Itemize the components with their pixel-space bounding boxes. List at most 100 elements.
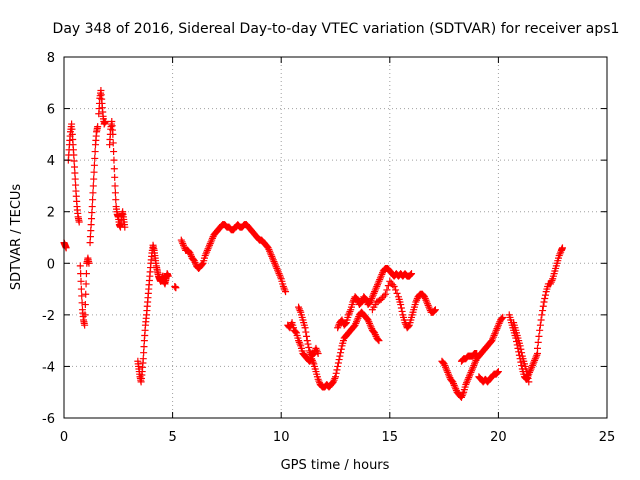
data-point	[412, 298, 420, 306]
data-point	[465, 372, 473, 380]
data-point	[333, 366, 341, 374]
data-point	[275, 270, 283, 278]
data-point	[376, 274, 384, 282]
data-point	[441, 362, 449, 370]
data-point	[337, 349, 345, 357]
data-point	[540, 298, 548, 306]
grid-lines	[64, 57, 607, 418]
data-point	[112, 196, 120, 204]
data-point	[539, 307, 547, 315]
data-point	[366, 321, 374, 329]
data-point	[539, 302, 547, 310]
data-point	[272, 263, 280, 271]
data-point	[390, 282, 398, 290]
y-tick-label: 8	[47, 51, 55, 66]
data-point	[351, 321, 359, 329]
data-point	[413, 296, 421, 304]
data-point	[353, 316, 361, 324]
data-point	[371, 286, 379, 294]
data-point	[530, 358, 538, 366]
data-point	[468, 367, 476, 375]
data-point	[78, 299, 86, 307]
data-point	[276, 273, 284, 281]
data-point	[329, 378, 337, 386]
data-point	[491, 330, 499, 338]
data-point	[443, 367, 451, 375]
data-point	[172, 284, 180, 292]
data-point	[305, 344, 313, 352]
data-point	[86, 239, 94, 247]
data-point	[266, 249, 274, 257]
data-point	[467, 368, 475, 376]
data-point	[81, 321, 89, 329]
data-point	[371, 288, 379, 296]
data-point	[201, 252, 209, 260]
data-point	[295, 338, 303, 346]
data-point	[342, 319, 350, 327]
data-point	[526, 367, 534, 375]
data-point	[110, 165, 118, 173]
data-point	[179, 240, 187, 248]
data-point	[190, 257, 198, 265]
data-point	[421, 295, 429, 303]
data-point	[547, 278, 555, 286]
data-point	[362, 295, 370, 303]
data-point	[292, 328, 300, 336]
data-point	[276, 271, 284, 279]
data-point	[336, 352, 344, 360]
data-point	[528, 363, 536, 371]
data-point	[271, 261, 279, 269]
data-point	[334, 359, 342, 367]
data-point	[373, 335, 381, 343]
y-tick-label: -2	[42, 309, 55, 324]
data-point	[517, 345, 525, 353]
data-point	[75, 218, 83, 226]
data-point	[274, 268, 282, 276]
data-point	[203, 246, 211, 254]
data-point	[525, 378, 533, 386]
data-point	[375, 337, 383, 345]
x-tick-label: 5	[168, 430, 176, 445]
data-point	[366, 319, 374, 327]
data-point	[536, 326, 544, 334]
data-point	[267, 251, 275, 259]
data-point	[268, 252, 276, 260]
data-point	[309, 358, 317, 366]
data-point	[341, 320, 349, 328]
data-point	[334, 324, 342, 332]
x-tick-label: 15	[382, 430, 399, 445]
data-point	[89, 196, 97, 204]
data-point	[88, 215, 96, 223]
data-point	[76, 262, 84, 270]
data-point	[332, 373, 339, 381]
data-point	[291, 327, 299, 335]
data-point	[494, 321, 502, 329]
data-point	[529, 360, 537, 368]
data-point	[494, 323, 502, 331]
data-point	[423, 298, 431, 306]
x-tick-label: 0	[60, 430, 68, 445]
data-point	[269, 256, 277, 264]
data-point	[281, 286, 289, 294]
data-point	[304, 340, 312, 348]
data-point	[450, 381, 458, 389]
data-point	[354, 314, 362, 322]
data-point	[206, 241, 214, 249]
data-point	[70, 157, 78, 165]
data-point	[94, 123, 102, 131]
data-point	[497, 315, 505, 323]
data-point	[315, 377, 323, 385]
data-point	[442, 365, 450, 373]
data-point	[374, 279, 382, 287]
data-point	[558, 244, 566, 252]
data-point	[445, 372, 453, 380]
data-point	[556, 250, 564, 258]
data-point	[337, 345, 345, 353]
data-point	[541, 295, 549, 303]
data-point	[332, 369, 340, 377]
data-point	[368, 293, 376, 301]
data-point	[77, 285, 85, 293]
data-point	[335, 356, 343, 364]
data-point	[303, 332, 311, 340]
data-point	[408, 270, 416, 278]
